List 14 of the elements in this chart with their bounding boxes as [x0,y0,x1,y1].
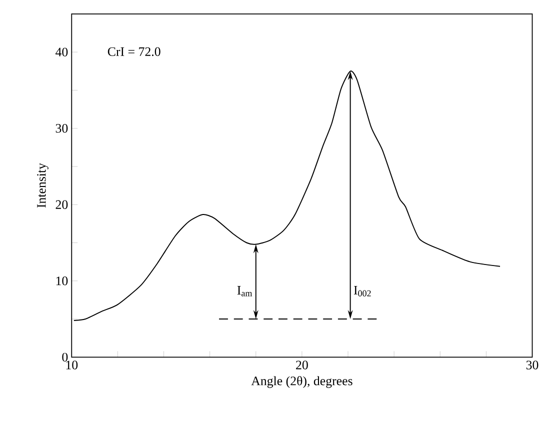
x-axis-title: Angle (2θ), degrees [251,376,352,388]
annotation: I$_{am}$ [237,286,252,296]
line-series [73,70,501,322]
annotation: I$_{002}$ [354,286,371,296]
y-tick-label: 10 [56,276,68,286]
y-tick-label: 0 [62,352,68,362]
y-tick-label: 20 [56,200,68,210]
y-tick-label: 30 [56,124,68,133]
x-tick-label: 10 [66,360,78,370]
y-tick-label: 40 [55,48,68,57]
x-tick-label: 30 [526,360,538,370]
x-tick-label: 20 [296,360,308,370]
y-axis-title: Intensity [37,163,48,208]
annotation: CrI = 72.0 [108,47,160,56]
